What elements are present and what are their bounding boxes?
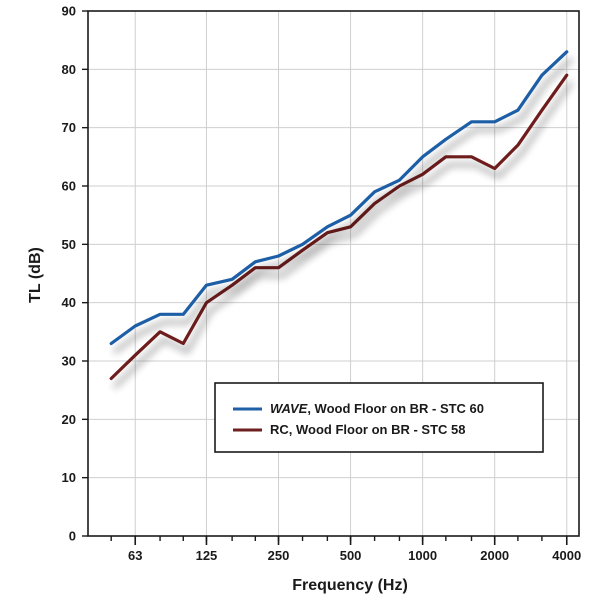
- legend-entry-rc: RC, Wood Floor on BR - STC 58: [270, 422, 465, 437]
- x-tick-label: 1000: [408, 548, 437, 563]
- y-tick-label: 30: [62, 354, 76, 369]
- y-tick-label: 90: [62, 4, 76, 19]
- series-line-wave: [109, 50, 569, 346]
- y-axis-title: TL (dB): [27, 247, 44, 303]
- x-tick-label: 63: [128, 548, 142, 563]
- legend-entry-wave: WAVE, Wood Floor on BR - STC 60: [270, 401, 484, 416]
- x-tick-label: 2000: [480, 548, 509, 563]
- y-tick-label: 70: [62, 120, 76, 135]
- legend: WAVE, Wood Floor on BR - STC 60 RC, Wood…: [214, 382, 544, 453]
- series-group: [109, 50, 569, 381]
- series-line-rc: [109, 73, 569, 381]
- axes: 63 125 250 500 1000 2000 4000 0 10 20 30 40 50 60 70 80…: [62, 4, 582, 564]
- plot-frame: [87, 10, 580, 537]
- y-tick-label: 10: [62, 470, 76, 485]
- x-axis-title: Frequency (Hz): [292, 577, 408, 594]
- x-tick-label: 500: [340, 548, 362, 563]
- y-tick-label: 60: [62, 179, 76, 194]
- x-tick-label: 4000: [552, 548, 581, 563]
- y-tick-label: 20: [62, 412, 76, 427]
- y-tick-label: 40: [62, 295, 76, 310]
- grid: [88, 10, 579, 536]
- x-tick-label: 250: [268, 548, 290, 563]
- y-tick-label: 80: [62, 62, 76, 77]
- y-tick-label: 50: [62, 237, 76, 252]
- legend-entry-wave-suffix: , Wood Floor on BR - STC 60: [307, 401, 484, 416]
- y-tick-label: 0: [69, 529, 76, 544]
- x-tick-label: 125: [196, 548, 218, 563]
- legend-entry-wave-name: WAVE: [270, 401, 308, 416]
- legend-box: [214, 382, 544, 453]
